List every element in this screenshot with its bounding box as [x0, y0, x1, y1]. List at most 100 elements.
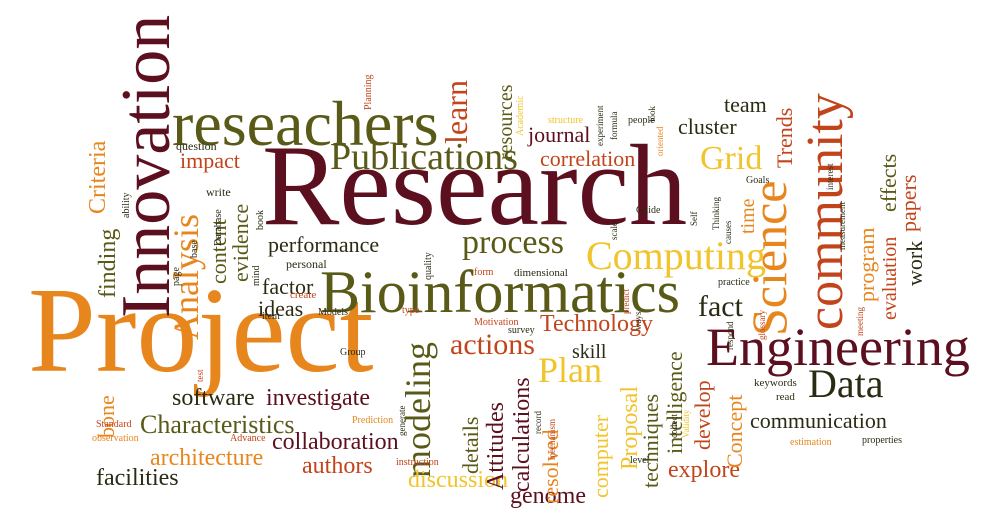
- word-meeting: meeting: [855, 307, 865, 336]
- word-instruction: instruction: [396, 457, 439, 468]
- word-survey: survey: [508, 325, 535, 336]
- word-estimation: estimation: [790, 437, 832, 448]
- word-glossary: glossary: [757, 310, 767, 340]
- word-models: Models: [318, 307, 348, 318]
- word-advance: Advance: [230, 433, 266, 444]
- word-measurement: measurement: [837, 202, 847, 250]
- word-fact: fact: [698, 290, 743, 323]
- word-finding: finding: [95, 228, 121, 298]
- word-technology: Technology: [540, 311, 653, 337]
- word-learn: learn: [438, 80, 474, 144]
- word-thinking: Thinking: [711, 197, 721, 230]
- word-read: read: [776, 391, 795, 403]
- word-quality: quality: [423, 252, 434, 280]
- word-ideas: ideas: [258, 296, 304, 321]
- word-publications: Publications: [330, 136, 518, 178]
- word-research: Research: [262, 122, 688, 250]
- word-book: book: [255, 210, 266, 230]
- word-prediction: Prediction: [352, 415, 394, 426]
- word-software: software: [172, 385, 255, 411]
- word-group: Group: [340, 347, 366, 358]
- word-interest: interest: [825, 163, 835, 191]
- word-actions: actions: [450, 328, 535, 361]
- word-techniques: techniques: [638, 393, 663, 488]
- word-data: Data: [808, 361, 884, 406]
- word-resources: resources: [495, 84, 517, 160]
- word-reseachers: reseachers: [172, 88, 439, 159]
- word-goals: Goals: [746, 175, 770, 186]
- word-structure: structure: [548, 115, 583, 126]
- word-validity: Validity: [681, 409, 691, 439]
- word-bioinformatics: Bioinformatics: [320, 259, 680, 325]
- word-personal: personal: [286, 257, 327, 271]
- word-team: team: [724, 92, 767, 117]
- word-attitudes: Attitudes: [483, 402, 509, 490]
- word-people: people: [628, 115, 655, 126]
- word-cluster: cluster: [678, 114, 737, 139]
- word-type: type: [402, 305, 420, 316]
- word-practice: practice: [718, 277, 750, 288]
- word-computer: computer: [588, 414, 613, 498]
- word-process: process: [462, 224, 564, 261]
- word-motivation: Motivation: [474, 317, 519, 328]
- word-properties: properties: [862, 435, 902, 446]
- word-correlation: correlation: [540, 146, 636, 171]
- word-facilities: facilities: [96, 465, 179, 491]
- word-self: Self: [689, 211, 699, 227]
- word-observation: observation: [92, 433, 139, 444]
- word-concept: Concept: [722, 394, 747, 468]
- word-explore: explore: [668, 457, 740, 483]
- word-genome: genome: [510, 483, 586, 509]
- word-collaboration: collaboration: [272, 429, 399, 455]
- word-page: page: [171, 267, 182, 286]
- word-ways: ways: [633, 311, 643, 331]
- word-papers: papers: [896, 174, 921, 232]
- word-experiment: experiment: [595, 105, 605, 146]
- word-mind: mind: [251, 265, 262, 286]
- word-program: program: [854, 227, 879, 302]
- word-standard: Standard: [96, 419, 132, 430]
- word-oriented: oriented: [655, 126, 665, 157]
- word-write: write: [206, 185, 231, 199]
- word-ability: ability: [121, 192, 132, 218]
- word-item: item: [262, 311, 280, 322]
- word-journal: journal: [528, 122, 591, 147]
- word-computing: Computing: [586, 233, 767, 278]
- word-respond: respond: [725, 321, 735, 351]
- word-planning: Planning: [363, 74, 374, 110]
- word-impact: impact: [180, 148, 240, 173]
- word-project: Project: [28, 263, 374, 398]
- word-performance: performance: [268, 232, 380, 257]
- word-authors: authors: [302, 453, 373, 479]
- word-formula: formula: [609, 111, 619, 141]
- word-investigate: investigate: [266, 385, 370, 411]
- word-academic: Academic: [515, 95, 526, 136]
- word-discussion: discussion: [408, 467, 509, 493]
- word-scale: scale: [609, 222, 619, 240]
- word-guide: Guide: [636, 205, 661, 216]
- word-form: form: [474, 267, 494, 278]
- word-plan: Plan: [538, 350, 603, 390]
- word-level: level: [630, 455, 650, 466]
- word-calculations: calculations: [509, 377, 535, 492]
- word-develop: develop: [690, 380, 715, 450]
- word-dimensional: dimensional: [514, 267, 568, 279]
- word-base: base: [189, 240, 200, 258]
- word-test: test: [195, 369, 205, 383]
- word-criteria: Criteria: [85, 140, 111, 214]
- word-engineering: Engineering: [706, 317, 970, 377]
- word-collect: collect: [669, 414, 679, 438]
- word-create: create: [290, 289, 317, 301]
- word-skill: skill: [572, 341, 607, 363]
- word-architecture: architecture: [150, 445, 264, 471]
- word-question: question: [176, 139, 217, 153]
- word-trends: Trends: [772, 107, 797, 168]
- word-details: details: [458, 416, 483, 474]
- word-predict: predict: [621, 289, 631, 314]
- word-time: time: [737, 198, 759, 234]
- word-mechanism: mechanism: [547, 419, 557, 460]
- word-record: record: [533, 411, 543, 434]
- word-work: work: [902, 240, 927, 286]
- word-generate: generate: [397, 405, 407, 436]
